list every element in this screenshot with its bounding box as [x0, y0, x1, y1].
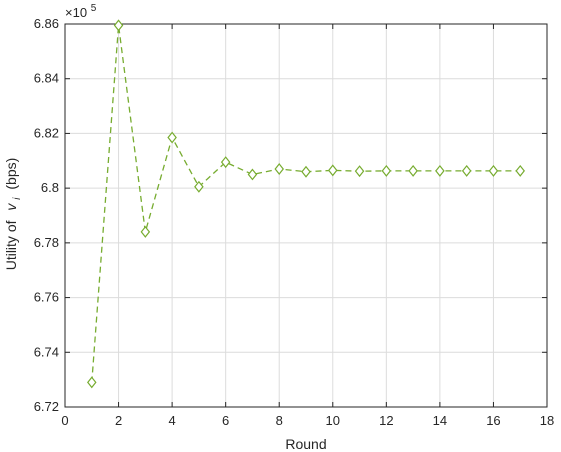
data-point-marker [220, 156, 231, 169]
y-axis-multiplier: ×10 5 [65, 3, 97, 20]
data-point-marker [435, 164, 445, 177]
data-point-marker [381, 164, 392, 177]
data-point-marker [140, 225, 151, 238]
x-tick-label: 8 [276, 413, 283, 428]
plot-area [64, 23, 548, 408]
y-axis-label: Utility of v i (bps) [3, 158, 23, 271]
data-point-marker [515, 164, 525, 177]
y-tick-label: 6.86 [34, 16, 59, 31]
x-tick-label: 6 [222, 413, 229, 428]
data-point-marker [87, 376, 97, 389]
x-tick-label: 18 [540, 413, 554, 428]
grid [64, 23, 548, 408]
data-point-marker [328, 164, 338, 177]
ticks: 0 2 4 6 8 10 12 14 16 18 6.72 6.74 6.76 6.78 6.8 6.82 6.… [34, 16, 555, 428]
x-tick-label: 12 [379, 413, 393, 428]
series [87, 19, 525, 389]
y-tick-label: 6.72 [34, 399, 59, 414]
x-tick-label: 16 [486, 413, 500, 428]
data-point-marker [274, 163, 284, 175]
data-point-marker [408, 164, 418, 177]
data-point-marker [301, 165, 311, 178]
y-tick-label: 6.74 [34, 344, 59, 359]
data-point-marker [167, 131, 177, 144]
y-tick-label: 6.78 [34, 235, 59, 250]
x-axis-label: Round [285, 436, 326, 452]
y-tick-label: 6.82 [34, 125, 59, 140]
y-tick-label: 6.76 [34, 290, 59, 305]
x-tick-label: 0 [61, 413, 68, 428]
y-tick-label: 6.84 [34, 71, 59, 86]
x-tick-label: 10 [326, 413, 340, 428]
data-point-marker [461, 164, 472, 177]
x-tick-label: 2 [115, 413, 122, 428]
data-point-marker [354, 165, 365, 178]
data-point-marker [113, 19, 124, 32]
data-point-marker [194, 180, 204, 193]
data-point-marker [488, 164, 499, 177]
data-point-marker [247, 168, 258, 181]
x-tick-label: 14 [433, 413, 447, 428]
x-tick-label: 4 [168, 413, 175, 428]
y-tick-label: 6.8 [41, 180, 59, 195]
